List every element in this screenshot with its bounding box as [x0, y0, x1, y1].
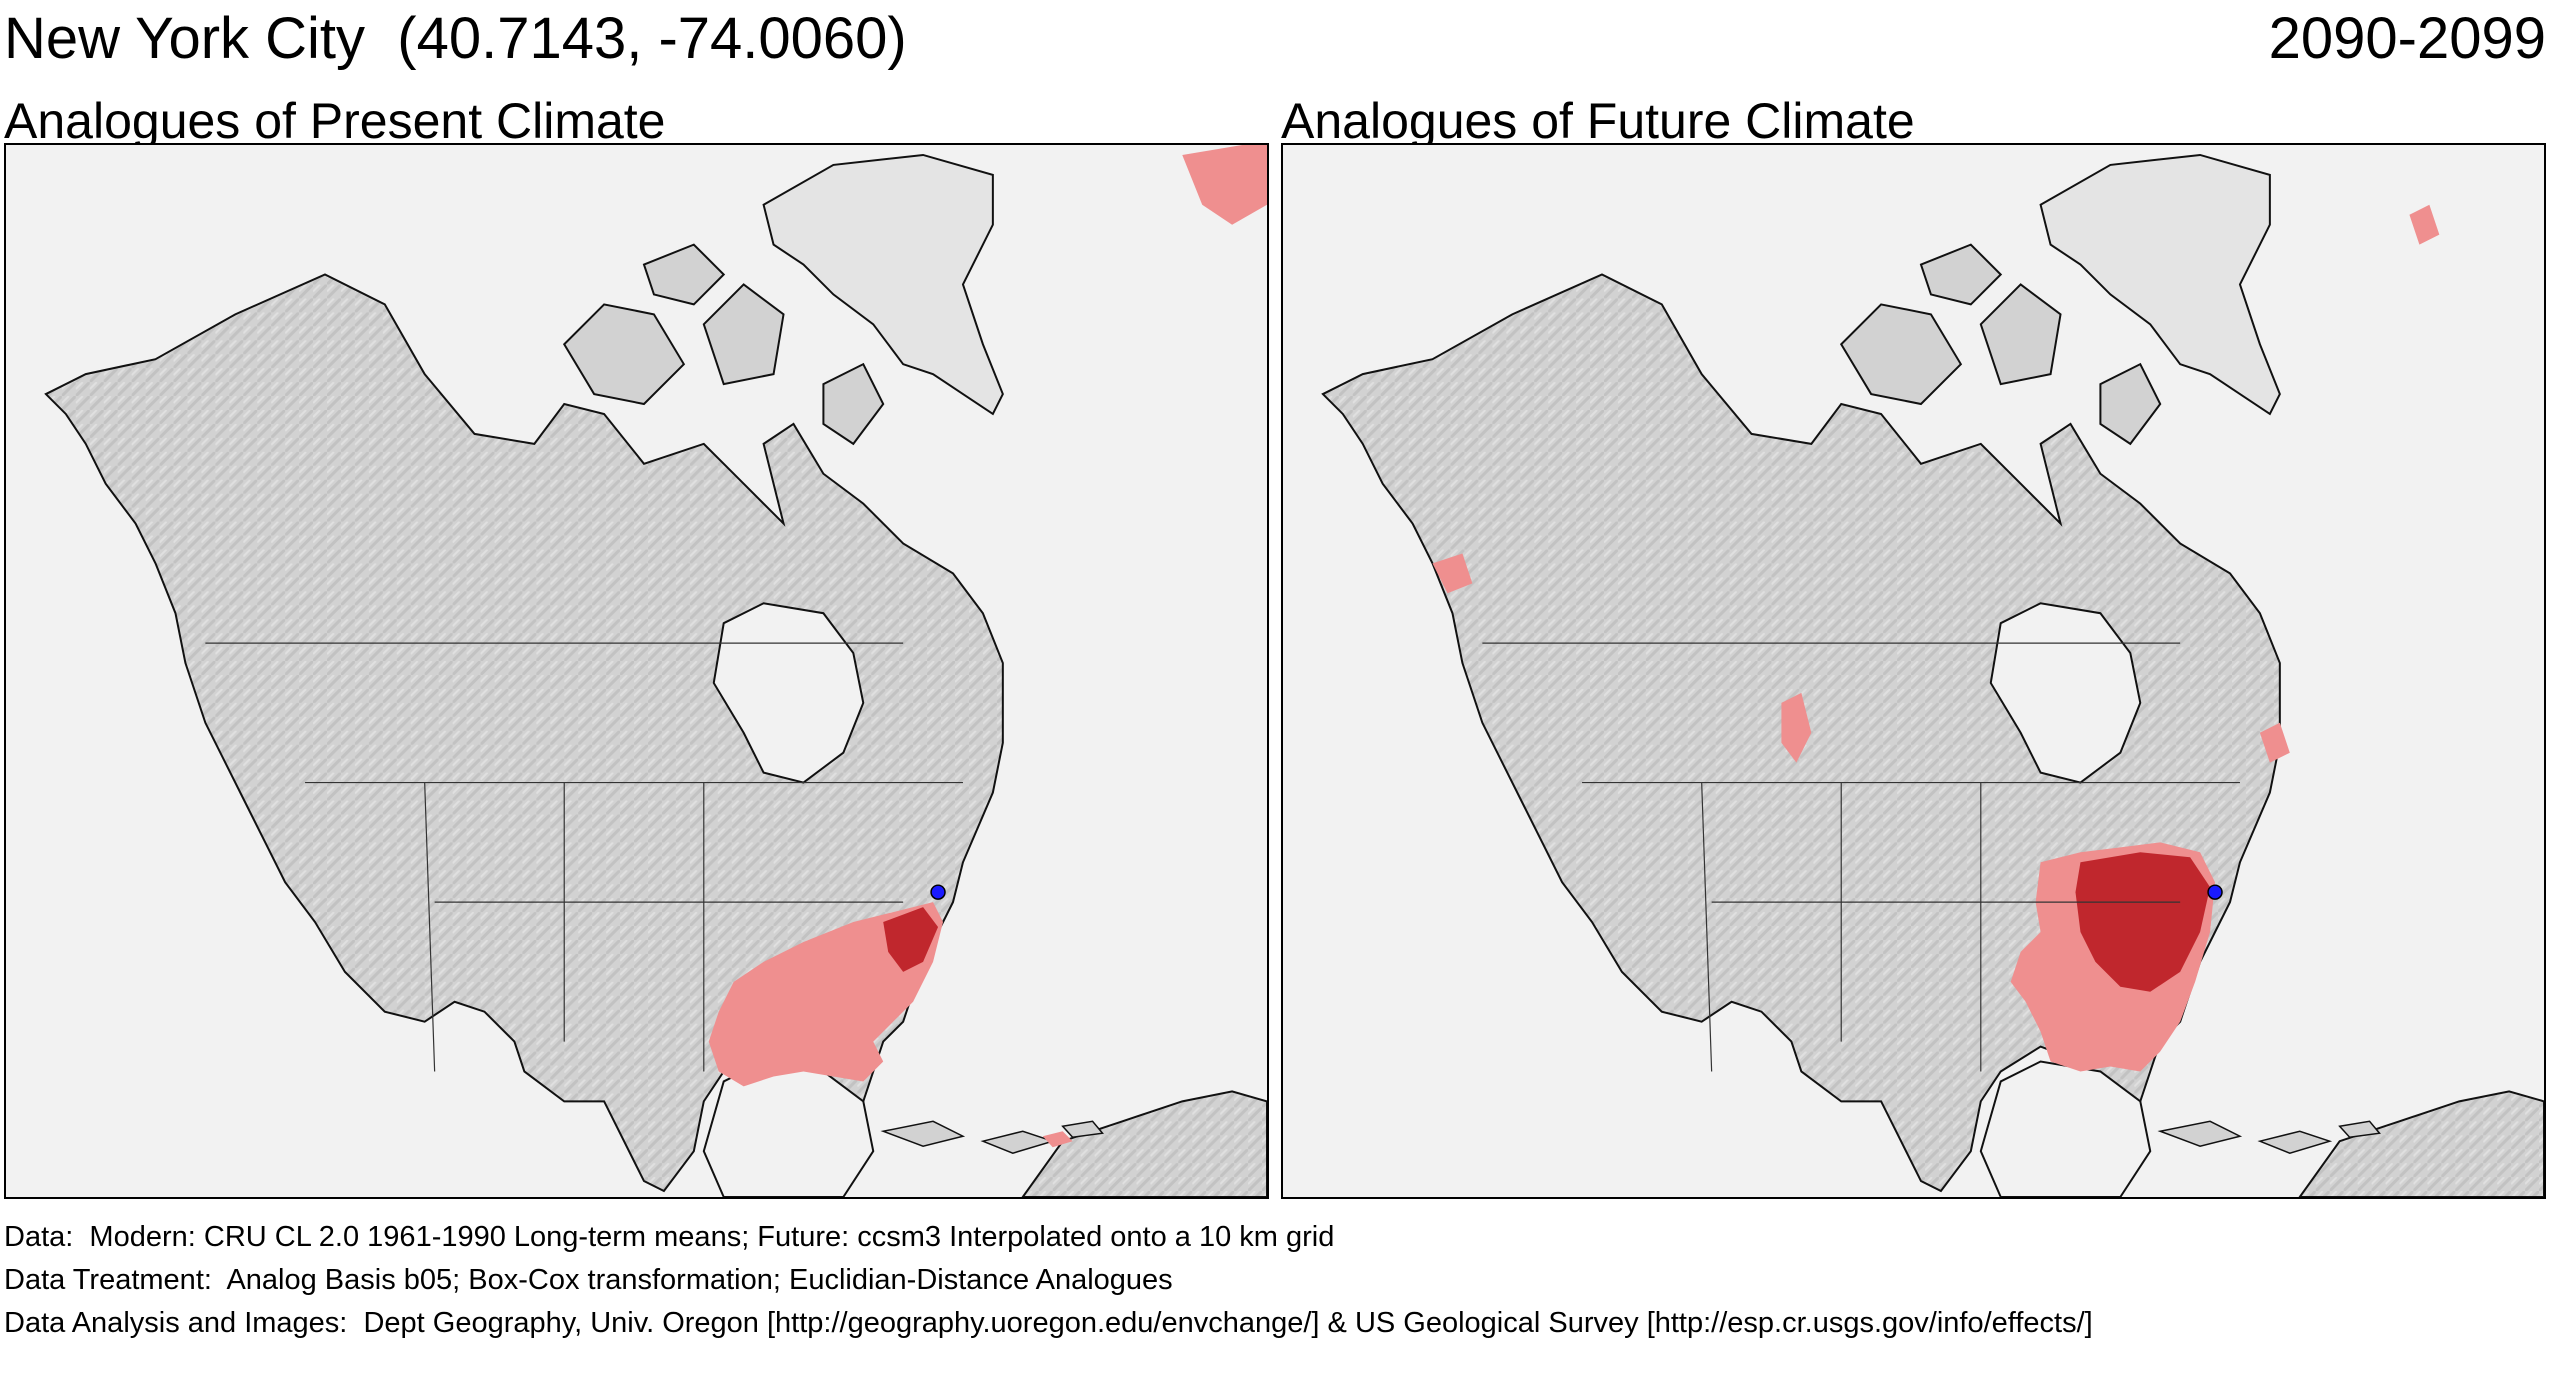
hudson-bay [1989, 602, 2142, 784]
future-climate-title: Analogues of Future Climate [1281, 93, 1915, 149]
future-analogue-north-patch [2259, 204, 2440, 763]
arctic-islands [1839, 243, 2162, 446]
present-map-svg [44, 145, 1267, 1197]
footer-analysis-line: Data Analysis and Images: Dept Geography… [4, 1307, 2093, 1339]
present-analogue-region [708, 902, 944, 1087]
arctic-islands [562, 243, 885, 446]
caribbean-islands [2157, 1120, 2381, 1154]
present-analogue-core [883, 907, 939, 972]
present-analogue-caribbean [1042, 1131, 1073, 1148]
future-climate-map [1281, 143, 2546, 1199]
future-analogue-core [2075, 852, 2211, 992]
political-borders [1482, 642, 2240, 1072]
site-marker [2207, 884, 2223, 900]
future-map-svg [1321, 153, 2544, 1197]
present-analogue-greenland-edge [1182, 145, 1267, 225]
greenland [2039, 153, 2281, 416]
greenland [762, 153, 1004, 416]
location-title: New York City (40.7143, -74.0060) [4, 6, 907, 71]
site-marker [930, 884, 946, 900]
present-climate-title: Analogues of Present Climate [4, 93, 666, 149]
present-climate-map [4, 143, 1269, 1199]
period-title: 2090-2099 [2268, 6, 2546, 71]
hudson-bay [712, 602, 865, 784]
footer-treatment-line: Data Treatment: Analog Basis b05; Box-Co… [4, 1264, 1173, 1296]
political-borders [205, 642, 963, 1072]
footer-data-line: Data: Modern: CRU CL 2.0 1961-1990 Long-… [4, 1221, 1335, 1253]
south-america-corner [2298, 1090, 2544, 1197]
